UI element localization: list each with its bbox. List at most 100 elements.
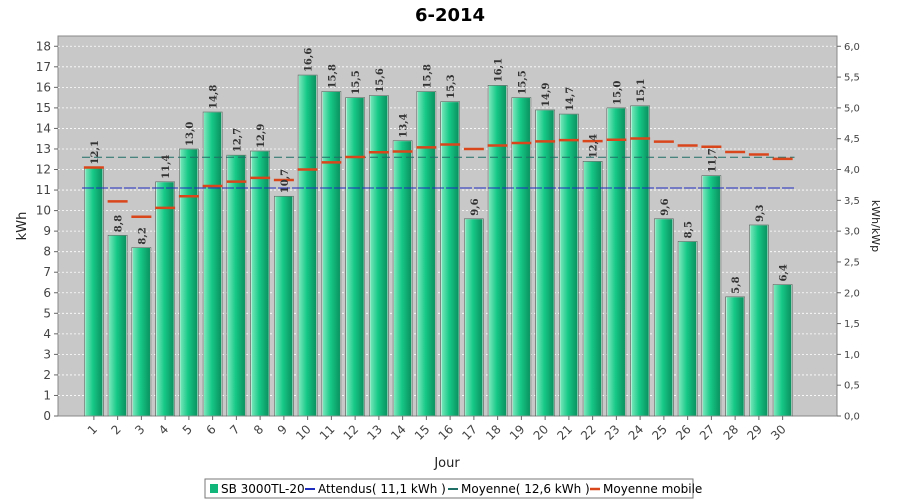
data-label: 15,0 <box>612 80 623 104</box>
bars <box>84 74 793 417</box>
data-label: 12,7 <box>232 128 243 152</box>
x-tick-label: 11 <box>317 422 338 443</box>
bar <box>559 113 579 417</box>
data-label: 14,8 <box>209 85 220 109</box>
y-tick-label: 4 <box>43 327 51 341</box>
x-tick-label: 25 <box>649 422 670 443</box>
x-tick-label: 7 <box>227 422 242 437</box>
data-label: 5,8 <box>731 276 742 293</box>
y-tick-label: 1 <box>43 388 51 402</box>
legend-swatch-bar <box>210 484 218 493</box>
x-tick-label: 22 <box>578 422 599 443</box>
y-tick-label: 16 <box>36 80 51 94</box>
bar <box>630 105 650 417</box>
data-label: 14,7 <box>565 87 576 111</box>
bar <box>226 154 246 417</box>
x-tick-label: 6 <box>203 422 218 437</box>
x-axis-label: Jour <box>433 456 460 471</box>
data-label: 13,0 <box>185 122 196 146</box>
bar <box>345 97 365 417</box>
y-tick-label: 17 <box>36 60 51 74</box>
bar <box>725 296 745 417</box>
bar <box>131 247 151 417</box>
x-tick-label: 9 <box>275 422 290 437</box>
bar <box>749 224 769 417</box>
x-tick-label: 8 <box>251 422 266 437</box>
data-label: 11,7 <box>707 148 718 172</box>
bar <box>535 109 555 417</box>
x-tick-label: 30 <box>768 422 789 443</box>
data-label: 6,4 <box>779 264 790 281</box>
y-tick-label: 11 <box>36 183 51 197</box>
data-label: 16,1 <box>494 58 505 82</box>
bar <box>654 218 674 417</box>
y-tick-label: 9 <box>43 224 51 238</box>
bar <box>511 97 531 417</box>
chart-title: 6-2014 <box>415 5 485 26</box>
y-tick-label: 3 <box>43 347 51 361</box>
legend-label-bar: SB 3000TL-20 <box>221 482 305 496</box>
y-tick-label: 12 <box>36 163 51 177</box>
data-label: 16,6 <box>304 48 315 72</box>
bar <box>250 150 270 417</box>
data-label: 12,1 <box>90 140 101 164</box>
data-label: 10,7 <box>280 169 291 193</box>
y-axis-right-label: kWh/kWp <box>869 200 882 252</box>
y-tick-label: 5 <box>43 306 51 320</box>
y-right-tick-label: 2,0 <box>844 288 860 299</box>
data-label: 15,6 <box>375 68 386 92</box>
y-tick-label: 6 <box>43 286 51 300</box>
bar <box>488 84 508 417</box>
moving-average <box>83 137 793 219</box>
bar <box>464 218 484 417</box>
x-tick-label: 1 <box>85 422 100 437</box>
legend-label-attendus: Attendus( 11,1 kWh ) <box>318 482 446 496</box>
legend-label-moyenne: Moyenne( 12,6 kWh ) <box>461 482 590 496</box>
y-right-tick-label: 5,0 <box>844 103 860 114</box>
bar <box>298 74 318 417</box>
data-label: 15,8 <box>327 64 338 88</box>
y-tick-label: 8 <box>43 245 51 259</box>
data-label: 14,9 <box>541 83 552 107</box>
bar <box>108 234 128 417</box>
reference-lines <box>82 156 795 189</box>
x-tick-label: 12 <box>341 422 362 443</box>
x-tick-label: 29 <box>744 422 765 443</box>
y-axis-label: kWh <box>15 212 30 241</box>
bar <box>583 160 603 417</box>
y-tick-label: 2 <box>43 368 51 382</box>
y-tick-label: 7 <box>43 265 51 279</box>
x-tick-label: 27 <box>697 422 718 443</box>
data-label: 8,5 <box>684 221 695 238</box>
x-tick-label: 19 <box>507 422 528 443</box>
x-tick-label: 23 <box>602 422 623 443</box>
data-label: 15,5 <box>351 70 362 94</box>
x-tick-label: 21 <box>554 422 575 443</box>
bar <box>369 95 389 417</box>
x-tick-label: 17 <box>459 422 480 443</box>
data-label: 8,2 <box>137 227 148 244</box>
y-tick-label: 14 <box>36 121 51 135</box>
x-tick-label: 10 <box>293 422 314 443</box>
x-tick-label: 24 <box>626 422 647 443</box>
data-label: 15,1 <box>636 78 647 102</box>
x-tick-label: 15 <box>412 422 433 443</box>
bar <box>773 284 793 417</box>
data-label: 11,4 <box>161 154 172 178</box>
y-right-tick-label: 3,0 <box>844 227 860 238</box>
bar <box>416 91 436 417</box>
data-label: 12,4 <box>589 134 600 158</box>
legend-label-moyenne-mobile: Moyenne mobile <box>603 482 702 496</box>
data-label: 15,8 <box>422 64 433 88</box>
legend: SB 3000TL-20 Attendus( 11,1 kWh ) Moyenn… <box>204 478 702 499</box>
y-right-tick-label: 1,0 <box>844 350 860 361</box>
y-right-tick-label: 5,5 <box>844 73 860 84</box>
x-tick-label: 18 <box>483 422 504 443</box>
y-tick-label: 18 <box>36 39 51 53</box>
bar <box>274 195 294 417</box>
y-tick-label: 10 <box>36 204 51 218</box>
x-tick-label: 3 <box>132 422 147 437</box>
bar <box>393 140 413 417</box>
y-tick-label: 0 <box>43 409 51 423</box>
